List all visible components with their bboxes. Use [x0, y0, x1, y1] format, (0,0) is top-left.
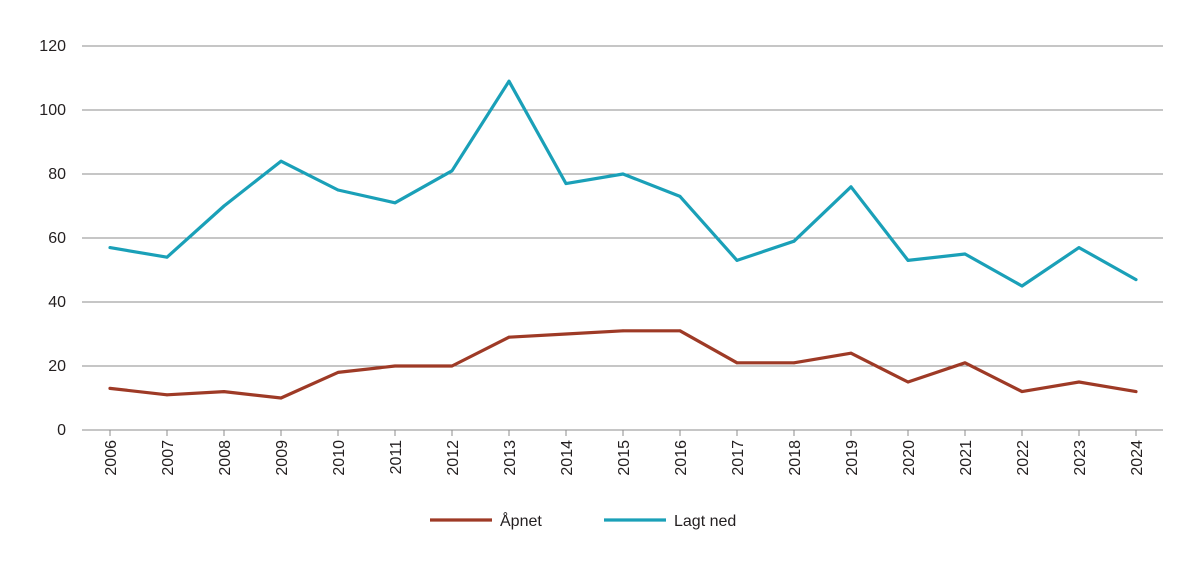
data-point	[792, 361, 796, 365]
data-point	[165, 255, 169, 259]
x-tick-label: 2009	[274, 440, 291, 476]
data-point	[279, 396, 283, 400]
legend-label: Lagt ned	[674, 513, 736, 530]
data-point	[678, 195, 682, 198]
data-point	[507, 79, 511, 83]
y-tick-label: 20	[48, 358, 66, 375]
x-tick-label: 2014	[559, 440, 576, 476]
y-tick-label: 80	[48, 166, 66, 183]
x-tick-label: 2018	[787, 440, 804, 476]
x-tick-label: 2022	[1015, 440, 1032, 476]
data-point	[906, 259, 910, 262]
data-point	[108, 246, 112, 250]
data-point	[1077, 380, 1081, 384]
data-point	[336, 371, 340, 374]
x-tick-label: 2016	[673, 440, 690, 476]
data-point	[564, 332, 568, 336]
data-point	[165, 393, 169, 397]
x-tick-label: 2024	[1129, 440, 1146, 476]
data-point	[450, 169, 454, 173]
data-point	[393, 364, 397, 368]
x-tick-label: 2006	[103, 440, 120, 476]
x-tick-label: 2015	[616, 440, 633, 476]
data-point	[564, 182, 568, 186]
x-tick-label: 2011	[388, 440, 405, 475]
series-line	[108, 79, 1138, 288]
data-point	[1134, 390, 1138, 393]
data-point	[906, 380, 910, 384]
x-axis-ticks: 2006 2007 2008 2009 2010 2011 2012 2013 2014 2015…	[103, 430, 1146, 476]
y-tick-label: 60	[48, 230, 66, 247]
data-point	[336, 188, 340, 192]
data-point	[1134, 278, 1138, 281]
data-point	[222, 390, 226, 393]
legend-label: Åpnet	[500, 511, 542, 530]
data-point	[621, 329, 625, 333]
x-tick-label: 2023	[1072, 440, 1089, 476]
data-point	[621, 172, 625, 176]
series-lines	[108, 79, 1138, 400]
data-point	[963, 361, 967, 365]
x-tick-label: 2010	[331, 440, 348, 476]
data-point	[678, 329, 682, 333]
data-point	[108, 387, 112, 390]
data-point	[279, 159, 283, 163]
y-tick-label: 0	[57, 422, 66, 439]
x-tick-label: 2013	[502, 440, 519, 476]
x-tick-label: 2008	[217, 440, 234, 476]
data-point	[735, 259, 739, 262]
data-point	[1020, 284, 1024, 288]
data-point	[792, 239, 796, 243]
data-point	[507, 335, 511, 339]
data-point	[1077, 246, 1081, 250]
x-tick-label: 2007	[160, 440, 177, 476]
y-tick-label: 40	[48, 294, 66, 311]
x-tick-label: 2012	[445, 440, 462, 476]
x-tick-label: 2021	[958, 440, 975, 476]
data-point	[393, 201, 397, 205]
x-tick-label: 2020	[901, 440, 918, 476]
data-point	[222, 204, 226, 208]
data-point	[849, 185, 853, 189]
data-point	[1020, 390, 1024, 393]
y-tick-label: 100	[39, 102, 66, 119]
gridlines	[82, 45, 1163, 431]
legend: Åpnet Lagt ned	[430, 511, 736, 530]
data-point	[735, 361, 739, 365]
x-tick-label: 2017	[730, 440, 747, 476]
data-point	[450, 364, 454, 368]
y-axis-ticks: 0 20 40 60 80 100 120	[39, 38, 66, 439]
series-line	[108, 329, 1138, 400]
x-tick-label: 2019	[844, 440, 861, 476]
data-point	[963, 252, 967, 256]
y-tick-label: 120	[39, 38, 66, 55]
data-point	[849, 351, 853, 355]
